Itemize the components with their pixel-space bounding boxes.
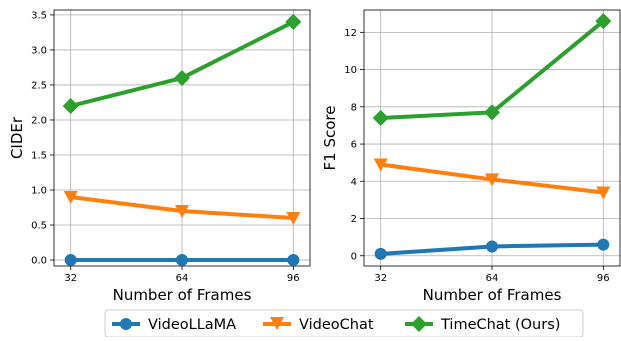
x-tick-label: 64: [486, 273, 499, 284]
y-tick-label: 2: [351, 214, 357, 225]
legend-label-timechat: TimeChat (Ours): [440, 317, 560, 333]
data-point-timechat-ours: [595, 13, 612, 30]
series-timechat-ours: [62, 13, 302, 114]
legend-marker-videochat: [270, 317, 284, 330]
y-tick-label: 10: [344, 65, 357, 76]
y-tick-label: 8: [351, 102, 357, 113]
y-tick-label: 3.0: [31, 45, 47, 56]
legend-marker-timechat: [411, 316, 427, 332]
y-tick-label: 1.5: [31, 150, 47, 161]
x-tick-label: 32: [64, 273, 77, 284]
y-tick-label: 0.5: [31, 221, 47, 232]
legend-label-videochat: VideoChat: [299, 317, 374, 333]
series-videollama: [64, 254, 300, 267]
data-point-videochat: [63, 191, 78, 205]
legend-marker-videollama: [120, 318, 132, 330]
y-axis-label: CIDEr: [8, 116, 26, 159]
y-tick-label: 0.0: [31, 256, 47, 267]
series-videochat: [373, 158, 611, 200]
y-tick-label: 4: [351, 177, 357, 188]
data-point-timechat-ours: [62, 97, 79, 114]
x-tick-label: 32: [374, 273, 387, 284]
data-point-videochat: [485, 173, 499, 187]
legend: VideoLLaMA VideoChat TimeChat (Ours): [104, 309, 584, 338]
data-point-videochat: [596, 186, 611, 200]
series-videollama: [374, 238, 610, 260]
data-point-videollama: [374, 247, 387, 260]
data-point-timechat-ours: [372, 109, 389, 126]
y-axis-label: F1 Score: [321, 106, 339, 171]
y-tick-label: 12: [344, 28, 357, 39]
x-axis-label: Number of Frames: [113, 286, 252, 304]
data-point-videochat: [373, 158, 388, 172]
data-point-videochat: [286, 212, 301, 226]
series-timechat-ours: [372, 13, 612, 126]
x-tick-label: 96: [287, 273, 300, 284]
data-point-timechat-ours: [174, 69, 190, 86]
legend-label-videollama: VideoLLaMA: [148, 317, 236, 333]
legend-entry-timechat: TimeChat (Ours): [405, 316, 560, 333]
x-axis-label: Number of Frames: [423, 286, 562, 304]
data-point-videollama: [176, 254, 188, 267]
data-point-videollama: [64, 254, 77, 267]
data-point-videochat: [175, 205, 189, 219]
legend-entry-videochat: VideoChat: [263, 317, 374, 333]
y-tick-label: 6: [351, 140, 357, 151]
y-tick-label: 1.0: [31, 186, 47, 197]
data-point-videollama: [597, 238, 610, 251]
y-tick-label: 0: [351, 251, 357, 262]
chart-panel-2: 32 64 96 0 2 4 6 8 10 12 Number of Frames F1 Score: [321, 9, 621, 304]
x-tick-label: 64: [176, 273, 189, 284]
legend-entry-videollama: VideoLLaMA: [112, 317, 236, 333]
chart-panel-1: 32 64 96 0.0 0.5 1.0 1.5 2.0 2.5 3.0 3.5 Number of …: [8, 9, 311, 304]
y-tick-label: 2.5: [31, 80, 47, 91]
data-point-timechat-ours: [484, 104, 500, 121]
y-tick-label: 3.5: [31, 10, 47, 21]
data-point-videollama: [287, 254, 300, 267]
series-videochat: [63, 191, 301, 226]
data-point-videollama: [486, 240, 498, 253]
x-tick-label: 96: [597, 273, 610, 284]
y-tick-label: 2.0: [31, 115, 47, 126]
data-point-timechat-ours: [285, 13, 302, 30]
